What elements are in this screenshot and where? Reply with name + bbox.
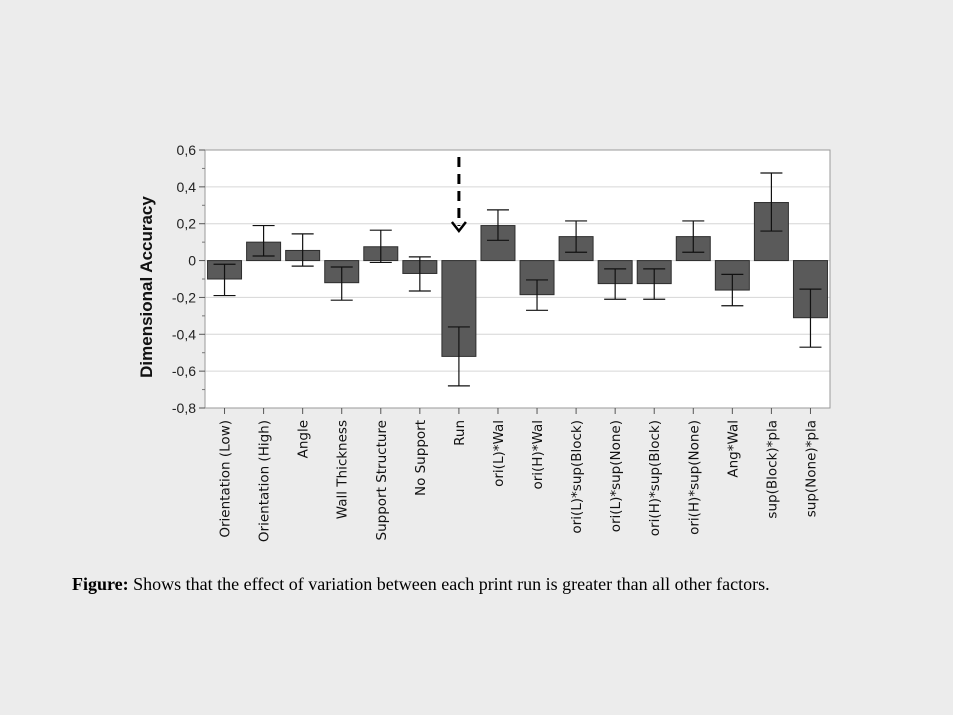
run-arrow-annotation xyxy=(450,157,467,234)
y-tick-label: -0,2 xyxy=(172,289,196,305)
y-tick-label: -0,8 xyxy=(172,400,196,416)
x-category-label: Wall Thickness xyxy=(335,420,351,519)
x-category-label: Ang*Wal xyxy=(725,420,741,478)
arrow-head xyxy=(450,221,467,234)
x-category-label: ori(H)*sup(Block) xyxy=(647,420,663,536)
x-category-label: No Support xyxy=(413,420,429,496)
x-category-label: ori(L)*sup(Block) xyxy=(569,420,585,534)
y-tick-label: 0,4 xyxy=(177,179,197,195)
x-category-label: Orientation (Low) xyxy=(218,420,234,538)
x-category-label: Orientation (High) xyxy=(257,420,273,542)
y-axis-ticks: -0,8 -0,6 -0,4 -0,2 0 0,2 0,4 0,6 xyxy=(172,142,205,416)
y-tick-label: -0,4 xyxy=(172,326,196,342)
x-category-label: sup(None)*pla xyxy=(803,420,819,517)
y-tick-label: 0,6 xyxy=(177,142,197,158)
caption-label: Figure: xyxy=(72,574,129,594)
x-category-label: ori(L)*Wal xyxy=(491,420,507,487)
y-tick-label: -0,6 xyxy=(172,363,196,379)
x-category-label: Support Structure xyxy=(374,420,390,540)
x-category-label: ori(L)*sup(None) xyxy=(608,420,624,532)
x-category-label: ori(H)*sup(None) xyxy=(686,420,702,535)
y-tick-label: 0,2 xyxy=(177,216,197,232)
caption-text: Shows that the effect of variation betwe… xyxy=(128,574,770,594)
x-category-label: Angle xyxy=(296,420,312,458)
x-category-label: sup(Block)*pla xyxy=(764,420,780,519)
x-category-label: Run xyxy=(452,420,468,446)
error-bars xyxy=(213,172,822,387)
figure-caption: Figure: Shows that the effect of variati… xyxy=(72,574,932,595)
y-tick-label: 0 xyxy=(188,253,196,269)
bar-chart: -0,8 -0,6 -0,4 -0,2 0 0,2 0,4 0,6 Orientation (… xyxy=(137,142,831,542)
y-axis-label: Dimensional Accuracy xyxy=(137,196,156,378)
x-axis-ticks: Orientation (Low) Orientation (High) Angle… xyxy=(218,408,819,542)
x-category-label: ori(H)*Wal xyxy=(530,420,546,490)
